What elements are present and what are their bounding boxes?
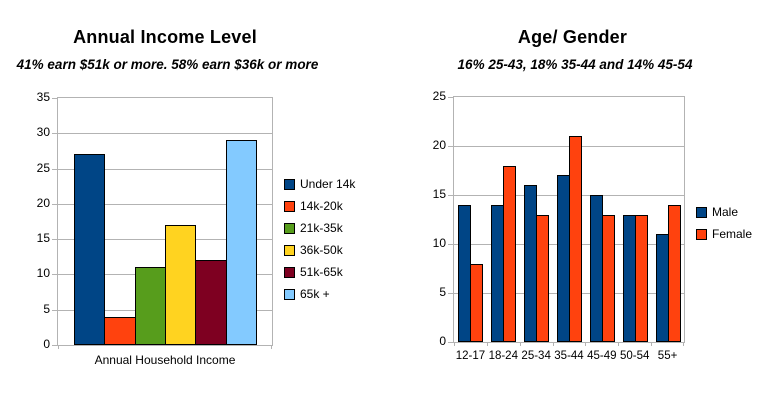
x-tick-mark	[552, 342, 554, 346]
x-tick-label-45-49: 45-49	[587, 350, 617, 362]
legend-label: Male	[712, 205, 739, 219]
x-tick-label-12-17: 12-17	[455, 350, 486, 362]
legend-item-36k-50k: 36k-50k	[284, 244, 355, 257]
y-tick-mark	[448, 97, 454, 98]
bar-female-55+	[667, 205, 681, 342]
income-chart-title: Annual Income Level	[73, 27, 257, 47]
legend-item-male: Male	[696, 206, 752, 219]
income-chart-legend: Under 14k 14k-20k 21k-35k 36k-50k 51k-65k 65k…	[284, 178, 355, 310]
x-tick-mark	[454, 342, 455, 346]
y-tick-label-30: 30	[36, 125, 50, 140]
y-tick-label-0: 0	[439, 334, 446, 348]
legend-label: 51k-65k	[300, 265, 343, 279]
y-tick-label-10: 10	[36, 266, 50, 281]
income-chart-x-axis-title: Annual Household Income	[94, 353, 236, 367]
legend-swatch-icon	[284, 245, 295, 256]
x-tick-mark	[58, 345, 59, 349]
x-tick-label-18-24: 18-24	[488, 350, 518, 362]
y-tick-mark	[448, 146, 454, 147]
y-tick-mark	[52, 98, 58, 99]
y-tick-mark	[448, 195, 454, 196]
legend-item-51k-65k: 51k-65k	[284, 266, 355, 279]
legend-label: 36k-50k	[300, 243, 343, 257]
legend-item-under-14k: Under 14k	[284, 178, 355, 191]
legend-label: Under 14k	[300, 177, 356, 191]
legend-swatch-icon	[284, 223, 295, 234]
bar-female-50-54	[634, 215, 648, 342]
legend-swatch-icon	[696, 229, 707, 240]
legend-label: 21k-35k	[300, 221, 343, 235]
legend-swatch-icon	[696, 207, 707, 218]
bar-14k-20k	[104, 317, 136, 345]
income-chart-subtitle: 41% earn $51k or more. 58% earn $36k or …	[16, 57, 319, 72]
x-tick-mark	[271, 345, 272, 349]
y-tick-label-10: 10	[432, 236, 446, 250]
income-chart-plot-area: 0 5 10 15 20 25 30 35	[37, 91, 273, 351]
y-tick-mark	[52, 309, 58, 311]
bar-51k-65k	[195, 260, 227, 345]
legend-label: 65k +	[300, 287, 330, 301]
bar-female-25-34	[536, 215, 550, 342]
bar-female-35-44	[569, 136, 582, 342]
age-gender-chart-plot-area: 0 5 10 15 20 25 12-17 18-24 25-34 35-44 45-49 50-54…	[433, 90, 685, 362]
gridline-20	[58, 203, 272, 205]
y-tick-mark	[52, 274, 58, 276]
y-tick-mark	[52, 133, 58, 135]
legend-swatch-icon	[284, 289, 295, 300]
bar-Under 14k	[74, 154, 106, 345]
y-tick-label-15: 15	[432, 187, 446, 201]
age-gender-chart-title: Age/ Gender	[517, 27, 628, 47]
y-tick-label-0: 0	[43, 337, 50, 351]
bar-21k-35k	[134, 267, 166, 345]
x-tick-label-35-44: 35-44	[554, 350, 584, 362]
legend-swatch-icon	[284, 201, 295, 212]
y-tick-label-20: 20	[36, 195, 50, 210]
bar-65k +	[225, 140, 257, 345]
legend-label: Female	[712, 227, 753, 241]
y-tick-label-15: 15	[36, 231, 50, 246]
x-tick-label-55+: 55+	[657, 350, 678, 362]
y-tick-mark	[52, 168, 58, 170]
legend-item-female: Female	[696, 228, 752, 241]
bar-female-18-24	[503, 166, 517, 342]
age-gender-chart-subtitle: 16% 25-43, 18% 35-44 and 14% 45-54	[457, 57, 693, 72]
y-tick-mark	[52, 345, 58, 346]
legend-swatch-icon	[284, 267, 295, 278]
x-tick-mark	[618, 342, 620, 346]
y-tick-label-25: 25	[432, 89, 446, 103]
legend-item-14k-20k: 14k-20k	[284, 200, 355, 213]
y-tick-label-20: 20	[432, 138, 446, 152]
y-tick-label-5: 5	[439, 285, 446, 299]
y-tick-mark	[52, 239, 58, 241]
x-tick-label-25-34: 25-34	[521, 350, 551, 362]
y-tick-label-5: 5	[43, 301, 50, 316]
x-tick-label-50-54: 50-54	[619, 350, 650, 362]
y-tick-label-25: 25	[36, 160, 50, 175]
legend-swatch-icon	[284, 179, 295, 190]
bar-female-12-17	[470, 264, 484, 342]
gridline-25	[58, 168, 272, 170]
x-tick-mark	[486, 342, 488, 346]
x-tick-mark	[683, 342, 684, 346]
legend-item-21k-35k: 21k-35k	[284, 222, 355, 235]
bar-36k-50k	[165, 225, 197, 345]
gridline-30	[58, 133, 272, 135]
y-tick-label-35: 35	[36, 90, 50, 104]
legend-label: 14k-20k	[300, 199, 343, 213]
x-tick-mark	[651, 342, 653, 346]
y-tick-mark	[52, 203, 58, 205]
bar-female-45-49	[601, 215, 615, 342]
x-tick-mark	[519, 342, 521, 346]
legend-item-65k-+: 65k +	[284, 288, 355, 301]
age-gender-chart-legend: Male Female	[696, 206, 752, 250]
x-tick-mark	[585, 342, 587, 346]
y-tick-mark	[448, 293, 454, 294]
y-tick-mark	[448, 244, 454, 245]
y-tick-mark	[448, 342, 454, 343]
